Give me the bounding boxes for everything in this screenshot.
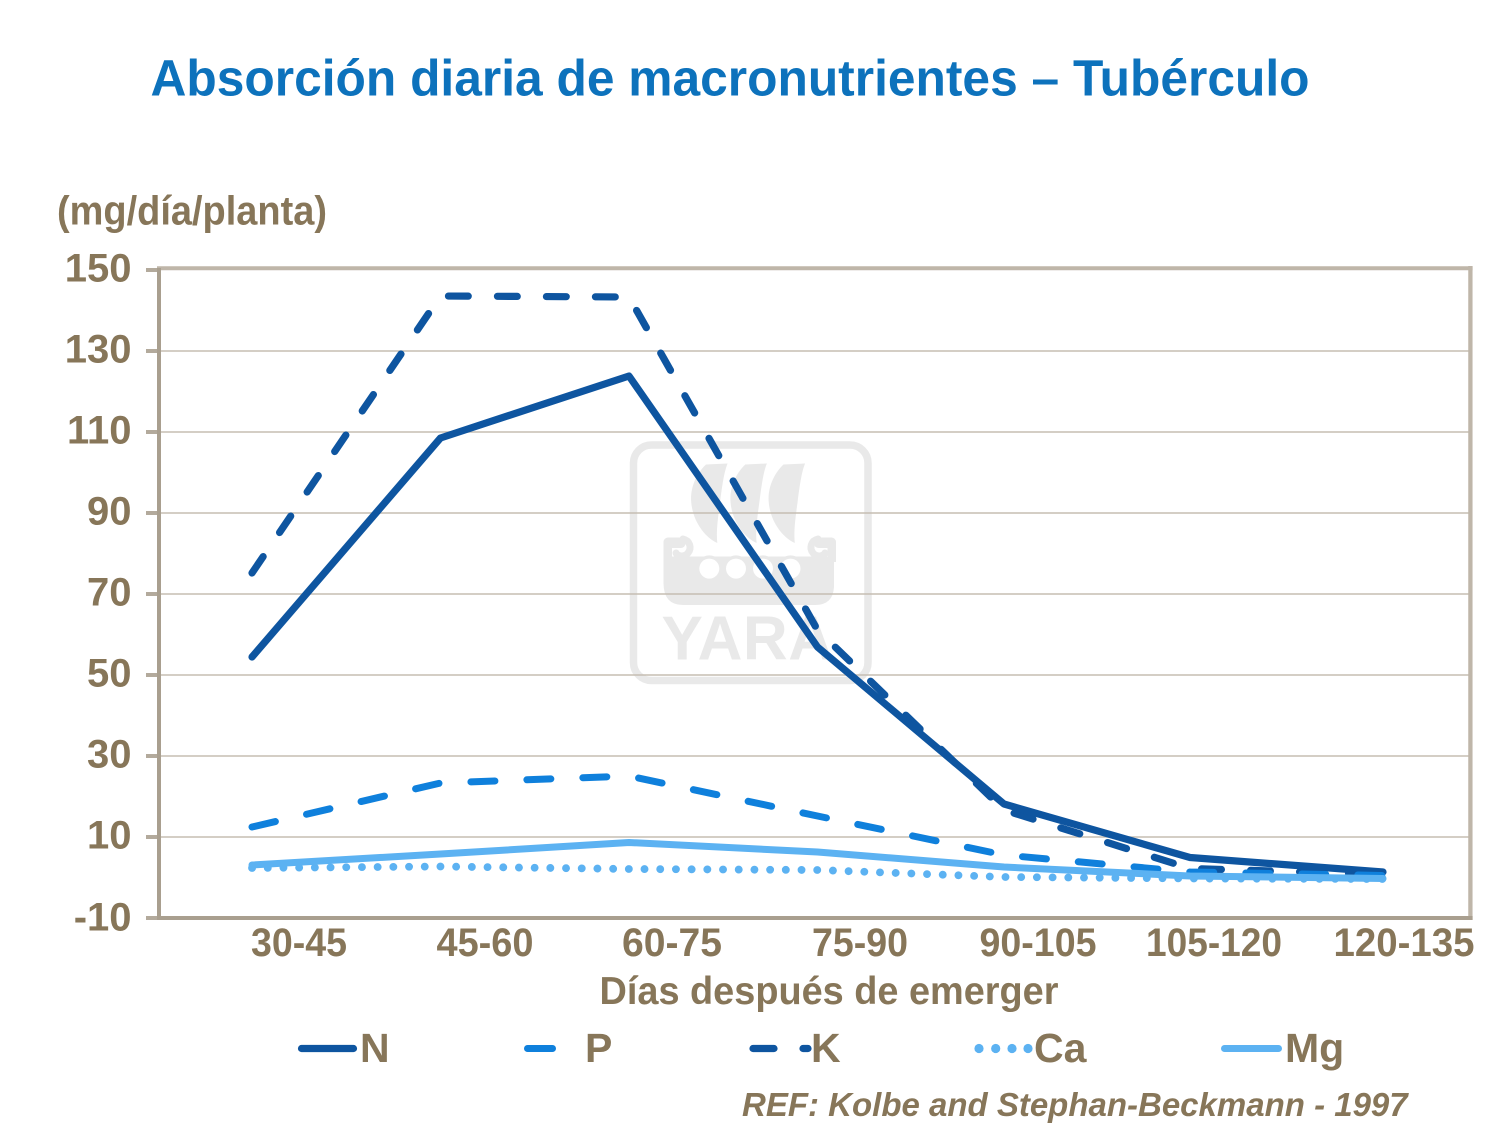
svg-text:130: 130 [65, 328, 132, 372]
svg-text:120-135: 120-135 [1334, 921, 1475, 965]
svg-text:30: 30 [87, 733, 132, 777]
svg-text:YARA: YARA [662, 605, 834, 674]
svg-text:-10: -10 [74, 896, 132, 940]
svg-text:70: 70 [87, 571, 132, 615]
svg-text:(mg/día/planta): (mg/día/planta) [57, 188, 327, 234]
svg-text:90-105: 90-105 [980, 921, 1097, 965]
svg-text:105-120: 105-120 [1146, 921, 1282, 965]
svg-text:Días después de emerger: Días después de emerger [600, 970, 1059, 1013]
svg-text:30-45: 30-45 [251, 921, 347, 965]
svg-text:K: K [811, 1025, 841, 1071]
svg-text:Ca: Ca [1034, 1025, 1088, 1071]
svg-text:150: 150 [65, 247, 132, 291]
svg-text:45-60: 45-60 [437, 921, 534, 965]
svg-text:75-90: 75-90 [812, 921, 908, 965]
svg-text:Mg: Mg [1285, 1025, 1344, 1071]
svg-text:P: P [585, 1025, 612, 1071]
svg-text:60-75: 60-75 [622, 921, 722, 965]
svg-text:110: 110 [67, 409, 132, 453]
svg-text:N: N [360, 1025, 390, 1071]
svg-text:90: 90 [87, 490, 132, 534]
svg-text:Absorción diaria de macronutri: Absorción diaria de macronutrientes – Tu… [151, 50, 1310, 107]
svg-text:10: 10 [87, 814, 132, 858]
svg-text:50: 50 [87, 652, 132, 696]
svg-text:REF: Kolbe and Stephan-Beckman: REF: Kolbe and Stephan-Beckmann - 1997 [742, 1086, 1409, 1123]
